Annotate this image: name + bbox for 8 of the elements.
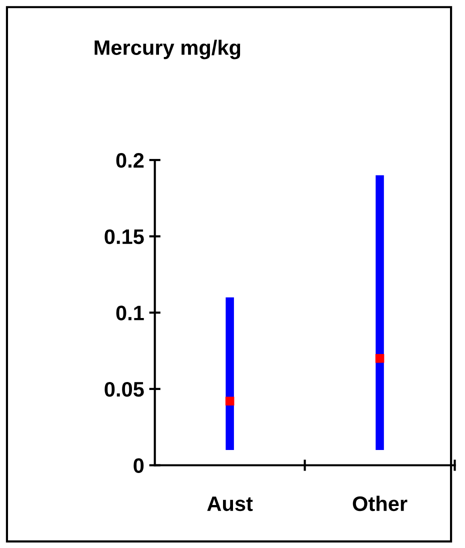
y-tick-label: 0.2 (116, 153, 144, 168)
y-tick-label: 0.05 (104, 382, 144, 397)
x-tick-label: Other (352, 496, 408, 512)
y-tick-label: 0.1 (116, 306, 144, 320)
chart-title: Mercury mg/kg (94, 40, 240, 60)
y-tick-label: 0 (134, 458, 144, 474)
x-tick-label: Aust (207, 496, 253, 512)
y-tick-label: 0.15 (104, 229, 144, 244)
